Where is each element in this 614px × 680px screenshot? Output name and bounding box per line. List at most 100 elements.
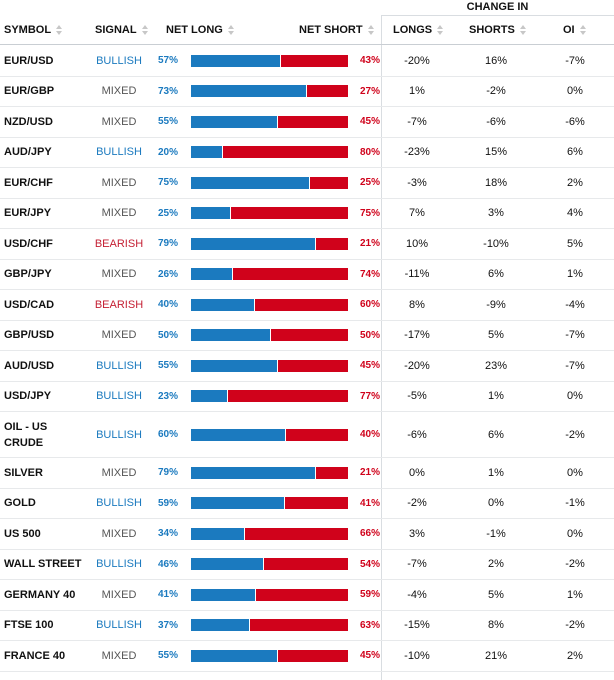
net-long-percent: 75% xyxy=(158,177,179,189)
signal-label: MIXED xyxy=(101,466,137,479)
table-row[interactable]: GBP/USD MIXED 50% 50% -17% 5% -7% xyxy=(0,321,614,351)
symbol-link[interactable]: AUD/JPY xyxy=(4,146,52,159)
symbol-link[interactable]: US 500 xyxy=(4,527,41,540)
symbol-link[interactable]: EUR/USD xyxy=(4,54,54,67)
table-row[interactable]: US 500 MIXED 34% 66% 3% -1% 0% xyxy=(0,519,614,550)
change-shorts: 16% xyxy=(484,54,508,67)
table-row[interactable]: EUR/CHF MIXED 75% 25% -3% 18% 2% xyxy=(0,168,614,199)
symbol-link[interactable]: GBP/JPY xyxy=(4,268,52,281)
col-oi-header[interactable]: OI xyxy=(563,16,587,44)
table-row[interactable]: WALL STREET BULLISH 46% 54% -7% 2% -2% xyxy=(0,550,614,580)
table-row[interactable]: SILVER MIXED 79% 21% 0% 1% 0% xyxy=(0,458,614,489)
table-row[interactable]: FRANCE 40 MIXED 55% 45% -10% 21% 2% xyxy=(0,641,614,672)
sort-icon xyxy=(437,25,444,36)
sentiment-bar xyxy=(191,85,348,98)
column-divider xyxy=(381,16,382,680)
net-short-fill xyxy=(253,298,348,311)
symbol-link[interactable]: SILVER xyxy=(4,466,43,479)
table-row[interactable]: GERMANY 40 MIXED 41% 59% -4% 5% 1% xyxy=(0,580,614,611)
change-shorts: 5% xyxy=(488,329,504,342)
sentiment-bar xyxy=(191,54,348,67)
symbol-link[interactable]: WALL STREET xyxy=(4,558,82,571)
col-net-long-label: NET LONG xyxy=(166,24,223,36)
symbol-link[interactable]: USD/JPY xyxy=(4,390,52,403)
change-oi: 5% xyxy=(567,237,583,250)
signal-label: MIXED xyxy=(101,115,137,128)
net-short-percent: 75% xyxy=(359,207,380,219)
net-long-fill xyxy=(191,329,270,342)
net-long-percent: 55% xyxy=(158,360,179,372)
change-oi: 6% xyxy=(567,146,583,159)
change-longs: 3% xyxy=(409,527,425,540)
symbol-link[interactable]: USD/CHF xyxy=(4,237,53,250)
net-long-percent: 79% xyxy=(158,238,179,250)
change-longs: -6% xyxy=(407,428,427,441)
change-oi: -4% xyxy=(565,298,585,311)
symbol-link[interactable]: AUD/USD xyxy=(4,359,55,372)
signal-label: MIXED xyxy=(101,649,137,662)
table-row[interactable]: EUR/GBP MIXED 73% 27% 1% -2% 0% xyxy=(0,77,614,107)
table-header: SYMBOL SIGNAL NET LONG NET SHORT LONGS S… xyxy=(0,16,614,45)
sentiment-bar xyxy=(191,558,348,571)
sentiment-bar xyxy=(191,466,348,479)
symbol-link[interactable]: OIL - US CRUDE xyxy=(4,420,48,449)
table-row[interactable]: FTSE 100 BULLISH 37% 63% -15% 8% -2% xyxy=(0,611,614,641)
net-short-fill xyxy=(285,428,348,441)
sentiment-bar xyxy=(191,237,348,250)
symbol-link[interactable]: EUR/JPY xyxy=(4,207,52,220)
net-short-fill xyxy=(315,237,348,250)
net-long-fill xyxy=(191,146,223,159)
table-row[interactable]: USD/CHF BEARISH 79% 21% 10% -10% 5% xyxy=(0,229,614,260)
net-long-fill xyxy=(191,588,256,601)
col-symbol-header[interactable]: SYMBOL xyxy=(4,16,63,44)
col-signal-header[interactable]: SIGNAL xyxy=(95,16,149,44)
net-short-fill xyxy=(280,54,348,67)
table-row[interactable]: GBP/JPY MIXED 26% 74% -11% 6% 1% xyxy=(0,260,614,290)
change-longs: -11% xyxy=(404,268,430,281)
table-row[interactable]: NZD/USD MIXED 55% 45% -7% -6% -6% xyxy=(0,107,614,138)
sentiment-bar xyxy=(191,268,348,281)
symbol-link[interactable]: GERMANY 40 xyxy=(4,588,76,601)
sentiment-bar xyxy=(191,527,348,540)
table-row[interactable]: GOLD BULLISH 59% 41% -2% 0% -1% xyxy=(0,489,614,519)
change-shorts: -9% xyxy=(486,298,506,311)
symbol-link[interactable]: GOLD xyxy=(4,497,36,510)
signal-label: MIXED xyxy=(101,268,137,281)
symbol-link[interactable]: EUR/CHF xyxy=(4,176,53,189)
col-net-long-header[interactable]: NET LONG xyxy=(166,16,235,44)
symbol-link[interactable]: NZD/USD xyxy=(4,115,53,128)
table-row[interactable]: USD/CAD BEARISH 40% 60% 8% -9% -4% xyxy=(0,290,614,321)
col-signal-label: SIGNAL xyxy=(95,24,137,36)
change-oi: -2% xyxy=(565,428,585,441)
table-row[interactable]: EUR/JPY MIXED 25% 75% 7% 3% 4% xyxy=(0,199,614,229)
sentiment-bar xyxy=(191,207,348,220)
symbol-link[interactable]: USD/CAD xyxy=(4,298,55,311)
sentiment-bar xyxy=(191,329,348,342)
change-shorts: -2% xyxy=(486,85,506,98)
table-row[interactable]: EUR/USD BULLISH 57% 43% -20% 16% -7% xyxy=(0,46,614,77)
net-short-fill xyxy=(277,115,348,128)
change-oi: 0% xyxy=(567,527,583,540)
net-long-fill xyxy=(191,359,278,372)
table-row[interactable]: OIL - US CRUDE BULLISH 60% 40% -6% 6% -2% xyxy=(0,412,614,458)
change-longs: -10% xyxy=(404,649,430,662)
net-long-fill xyxy=(191,237,316,250)
col-longs-header[interactable]: LONGS xyxy=(393,16,444,44)
change-oi: 1% xyxy=(567,588,583,601)
symbol-link[interactable]: FRANCE 40 xyxy=(4,649,66,662)
net-short-percent: 45% xyxy=(359,650,380,662)
symbol-link[interactable]: EUR/GBP xyxy=(4,85,55,98)
table-row[interactable]: USD/JPY BULLISH 23% 77% -5% 1% 0% xyxy=(0,382,614,412)
signal-label: BULLISH xyxy=(96,619,142,632)
net-long-fill xyxy=(191,497,284,510)
symbol-link[interactable]: GBP/USD xyxy=(4,329,55,342)
net-long-percent: 37% xyxy=(158,619,179,631)
net-short-percent: 63% xyxy=(359,619,380,631)
col-net-short-header[interactable]: NET SHORT xyxy=(299,16,375,44)
col-shorts-header[interactable]: SHORTS xyxy=(469,16,527,44)
change-longs: -20% xyxy=(404,359,430,372)
table-row[interactable]: AUD/JPY BULLISH 20% 80% -23% 15% 6% xyxy=(0,138,614,168)
symbol-link[interactable]: FTSE 100 xyxy=(4,619,54,632)
table-row[interactable]: AUD/USD BULLISH 55% 45% -20% 23% -7% xyxy=(0,351,614,382)
